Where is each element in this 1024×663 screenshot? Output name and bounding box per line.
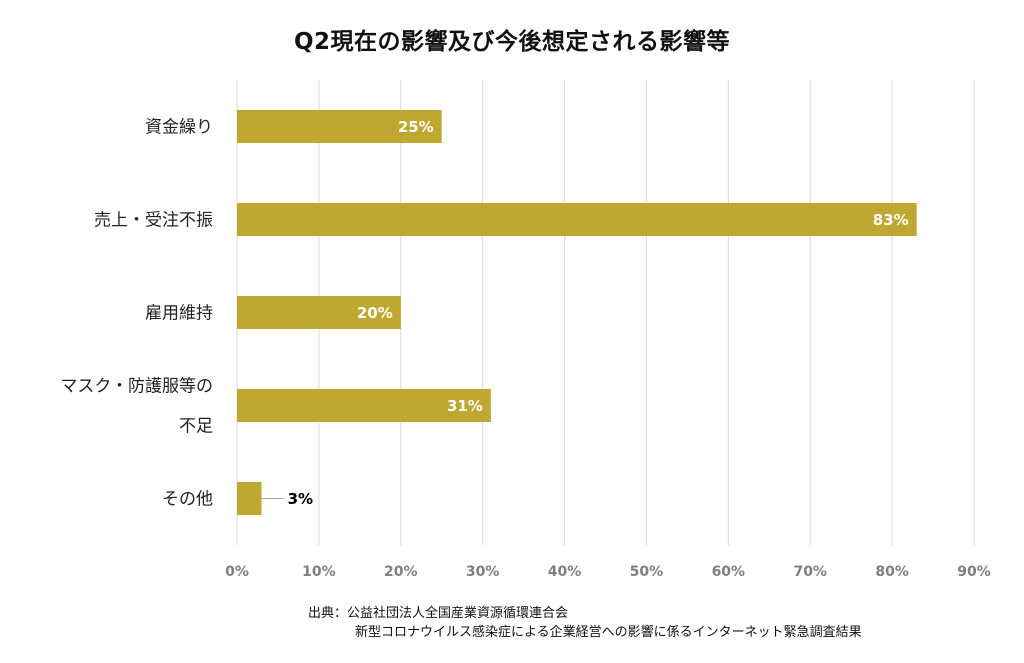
chart-title: Q2現在の影響及び今後想定される影響等: [293, 29, 731, 55]
x-tick-label: 50%: [630, 564, 664, 580]
source-line-2: 新型コロナウイルス感染症による企業経営への影響に係るインターネット緊急調査結果: [355, 625, 862, 640]
category-label: マスク・防護服等の不足: [60, 377, 213, 437]
bar: [237, 203, 917, 236]
x-tick-label: 80%: [875, 564, 909, 580]
x-tick-labels: 0% 10% 20% 30% 40% 50% 60% 70% 80% 90%: [225, 564, 991, 580]
bar: [237, 296, 401, 329]
data-label: 20%: [357, 304, 393, 322]
bar: [237, 110, 442, 143]
x-tick-label: 0%: [225, 564, 249, 580]
bar: [237, 389, 491, 422]
data-label: 3%: [288, 490, 313, 508]
category-label: 資金繰り: [145, 118, 213, 138]
data-label: 25%: [398, 118, 434, 136]
source-line-1: 出典：公益社団法人全国産業資源循環連合会: [308, 606, 569, 621]
bars: 25% 83% 20% 31% 3%: [237, 110, 917, 515]
category-label: 売上・受注不振: [94, 211, 213, 231]
bar-chart: 25% 83% 20% 31% 3% 資金繰り売上・受注不振雇用維持マスク・防護服等の不…: [60, 80, 991, 580]
data-label: 83%: [873, 211, 909, 229]
category-label: 雇用維持: [145, 304, 213, 324]
x-tick-label: 10%: [302, 564, 336, 580]
source-note: 出典：公益社団法人全国産業資源循環連合会 新型コロナウイルス感染症による企業経営…: [308, 604, 862, 642]
x-tick-label: 20%: [384, 564, 418, 580]
x-tick-label: 60%: [712, 564, 746, 580]
data-label: 31%: [447, 397, 483, 415]
category-label: その他: [162, 490, 213, 510]
x-tick-label: 30%: [466, 564, 500, 580]
x-tick-label: 90%: [957, 564, 991, 580]
x-tick-label: 40%: [548, 564, 582, 580]
x-tick-label: 70%: [793, 564, 827, 580]
bar: [237, 482, 262, 515]
